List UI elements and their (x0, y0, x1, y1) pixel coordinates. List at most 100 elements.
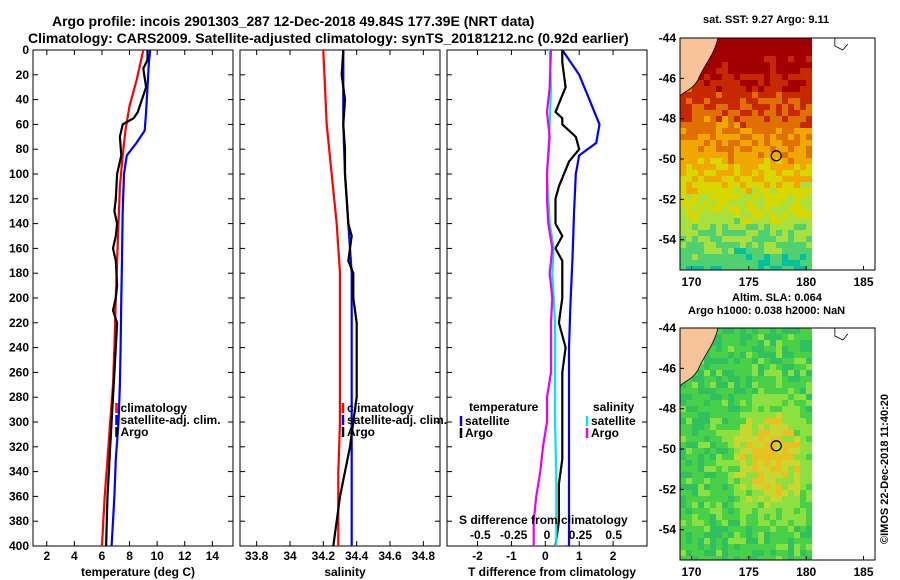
map-cell (692, 104, 699, 111)
map-cell (800, 212, 807, 219)
map-cell (764, 376, 771, 383)
map-cell (788, 478, 795, 485)
map-cell (764, 230, 771, 237)
map-cell (776, 86, 783, 93)
map-cell (806, 62, 812, 69)
map-cell (680, 514, 687, 521)
map-cell (728, 188, 735, 195)
map-cell (704, 442, 711, 449)
map-cell (764, 418, 771, 425)
map-cell (728, 478, 735, 485)
map-cell (758, 478, 765, 485)
map-cell (764, 98, 771, 105)
x-tick-label: 4 (71, 549, 78, 563)
map-cell (800, 224, 807, 231)
map-cell (704, 248, 711, 255)
map-cell (698, 146, 705, 153)
map-cell (728, 242, 735, 249)
map-cell (692, 406, 699, 413)
map-cell (764, 382, 771, 389)
map-cell (806, 206, 812, 213)
map-cell (728, 538, 735, 545)
map-cell (806, 544, 812, 551)
map-cell (734, 352, 741, 359)
map-cell (692, 436, 699, 443)
map-cell (746, 376, 753, 383)
map-cell (704, 116, 711, 123)
map-cell (788, 526, 795, 533)
map-cell (794, 388, 801, 395)
map-cell (806, 74, 812, 81)
map-cell (794, 382, 801, 389)
map-cell (794, 358, 801, 365)
map-cell (788, 230, 795, 237)
map-cell (740, 502, 747, 509)
map-cell (752, 556, 759, 560)
map-cell (740, 266, 747, 270)
map-cell (770, 74, 777, 81)
s-diff-satellite (545, 49, 558, 546)
map-cell (770, 140, 777, 147)
map-cell (770, 188, 777, 195)
map-cell (728, 146, 735, 153)
map-cell (782, 496, 789, 503)
series-climatology (100, 49, 145, 547)
map-cell (758, 38, 765, 45)
map-cell (752, 328, 759, 335)
map-cell (692, 460, 699, 467)
map-cell (704, 460, 711, 467)
map-cell (734, 490, 741, 497)
map-cell (710, 74, 717, 81)
map-cell (740, 140, 747, 147)
map-cell (758, 424, 765, 431)
map-cell (692, 170, 699, 177)
map-cell (722, 370, 729, 377)
map-cell (788, 158, 795, 165)
y-tick-label: 180 (9, 266, 29, 280)
map-cell (692, 376, 699, 383)
map-cell (716, 352, 723, 359)
map-cell (698, 430, 705, 437)
map-cell (734, 388, 741, 395)
map-cell (686, 442, 693, 449)
map-cell (680, 508, 687, 515)
map-cell (806, 352, 812, 359)
map-cell (734, 218, 741, 225)
map-cell (704, 490, 711, 497)
map-cell (746, 502, 753, 509)
map-cell (770, 68, 777, 75)
map-cell (806, 484, 812, 491)
map-cell (806, 80, 812, 87)
map-cell (758, 418, 765, 425)
map-cell (722, 382, 729, 389)
map-cell (752, 86, 759, 93)
map-cell (740, 376, 747, 383)
map-cell (680, 424, 687, 431)
map-cell (800, 158, 807, 165)
map-cell (680, 260, 687, 267)
map-cell (782, 134, 789, 141)
map-cell (710, 382, 717, 389)
map-x-tick-label: 185 (854, 565, 874, 579)
map-cell (740, 206, 747, 213)
map-cell (770, 260, 777, 267)
map-cell (806, 340, 812, 347)
map-cell (704, 74, 711, 81)
map-cell (788, 62, 795, 69)
map-cell (758, 334, 765, 341)
map-cell (698, 514, 705, 521)
y-tick-label: 340 (9, 465, 29, 479)
map-cell (752, 370, 759, 377)
map-cell (740, 466, 747, 473)
map-cell (698, 406, 705, 413)
map-cell (806, 508, 812, 515)
coastline-chatham (834, 38, 849, 51)
map-cell (770, 346, 777, 353)
map-cell (722, 182, 729, 189)
map-cell (752, 188, 759, 195)
map-cell (692, 158, 699, 165)
map-cell (782, 104, 789, 111)
map-cell (746, 466, 753, 473)
map-cell (800, 56, 807, 63)
map-cell (698, 200, 705, 207)
